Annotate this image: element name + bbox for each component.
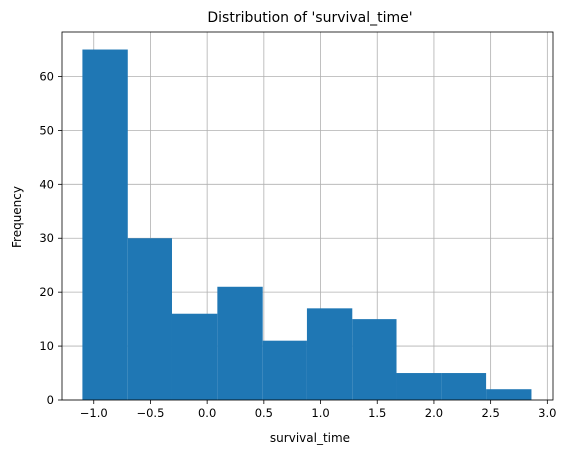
y-tick-label: 30: [39, 231, 54, 245]
histogram-bar: [352, 319, 397, 400]
y-tick-label: 20: [39, 285, 54, 299]
y-tick-label: 60: [39, 69, 54, 83]
histogram-bar: [82, 49, 128, 401]
y-tick-label: 10: [39, 339, 54, 353]
x-tick-label: −1.0: [80, 406, 108, 420]
y-axis-ticks: 0 10 20 30 40 50 60: [39, 69, 62, 407]
x-tick-label: 2.5: [481, 406, 499, 420]
x-axis-ticks: −1.0 −0.5 0.0 0.5 1.0 1.5 2.0 2.5 3.0: [80, 400, 556, 420]
histogram-bar: [396, 373, 442, 400]
histogram-bar: [171, 313, 218, 400]
histogram-bar: [127, 238, 172, 400]
x-tick-label: −0.5: [136, 406, 164, 420]
x-tick-label: 3.0: [538, 406, 556, 420]
histogram-bar: [306, 308, 353, 400]
histogram-bar: [262, 340, 307, 400]
histogram-bar: [217, 286, 263, 400]
chart-title: Distribution of 'survival_time': [207, 10, 412, 26]
x-axis-label: survival_time: [270, 431, 350, 445]
x-tick-label: 0.0: [198, 406, 216, 420]
histogram-bar: [486, 389, 532, 400]
x-tick-label: 0.5: [255, 406, 273, 420]
x-tick-label: 1.0: [311, 406, 329, 420]
plot-frame: [61, 31, 554, 401]
y-tick-label: 50: [39, 123, 54, 137]
histogram-bar: [441, 373, 487, 400]
y-axis-label: Frequency: [10, 186, 24, 248]
x-tick-label: 1.5: [368, 406, 386, 420]
x-tick-label: 2.0: [425, 406, 443, 420]
y-tick-label: 0: [47, 393, 54, 407]
y-tick-label: 40: [39, 177, 54, 191]
histogram-bars: [82, 49, 532, 401]
